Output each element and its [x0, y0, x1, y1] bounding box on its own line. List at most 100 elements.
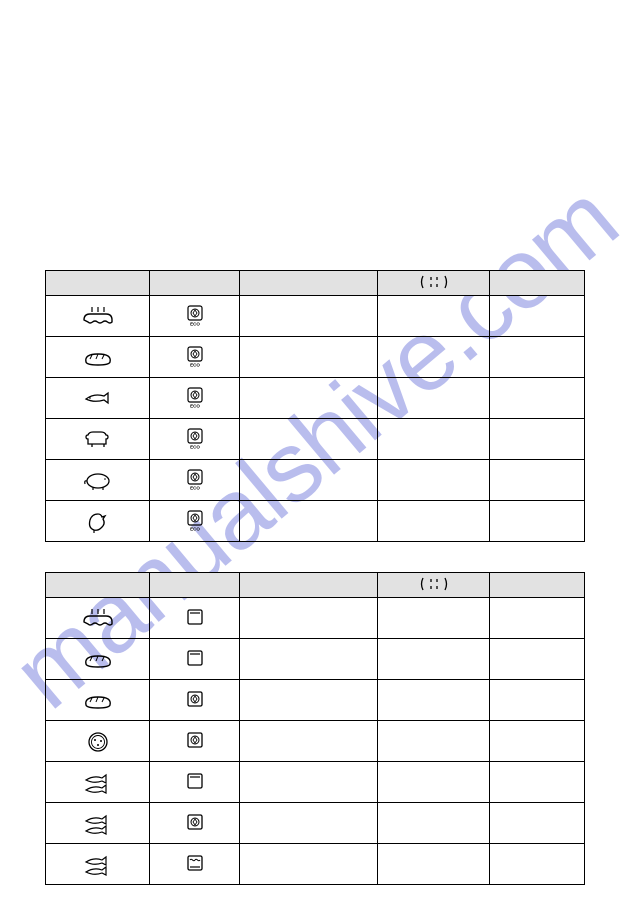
food-cell — [46, 803, 150, 844]
cake-icon — [80, 603, 116, 633]
food-cell — [46, 460, 150, 501]
function-cell — [150, 844, 240, 885]
header-col-5 — [490, 271, 585, 296]
pig-icon — [80, 465, 116, 495]
function-cell — [150, 721, 240, 762]
empty-cell — [490, 378, 585, 419]
empty-cell — [490, 460, 585, 501]
empty-cell — [240, 460, 378, 501]
food-cell — [46, 419, 150, 460]
empty-cell — [378, 803, 490, 844]
header-col-function — [150, 573, 240, 598]
empty-cell — [378, 501, 490, 542]
function-cell — [150, 680, 240, 721]
empty-cell — [378, 460, 490, 501]
empty-cell — [490, 844, 585, 885]
bread-icon — [80, 685, 116, 715]
function-cell — [150, 501, 240, 542]
eco-function-icon — [184, 386, 206, 410]
empty-cell — [240, 598, 378, 639]
empty-cell — [378, 844, 490, 885]
empty-cell — [240, 378, 378, 419]
table-row — [46, 680, 585, 721]
table-row — [46, 419, 585, 460]
empty-cell — [240, 296, 378, 337]
function-cell — [150, 419, 240, 460]
food-cell — [46, 762, 150, 803]
food-cell — [46, 337, 150, 378]
empty-cell — [490, 680, 585, 721]
table-row — [46, 296, 585, 337]
empty-cell — [378, 296, 490, 337]
empty-cell — [240, 639, 378, 680]
empty-cell — [240, 337, 378, 378]
empty-cell — [240, 762, 378, 803]
function-cell — [150, 639, 240, 680]
empty-cell — [490, 501, 585, 542]
function-cell — [150, 337, 240, 378]
bread-icon — [80, 342, 116, 372]
empty-cell — [240, 844, 378, 885]
empty-cell — [378, 419, 490, 460]
empty-cell — [378, 639, 490, 680]
function-cell — [150, 803, 240, 844]
page-content — [45, 270, 585, 915]
fish2-icon — [80, 767, 116, 797]
cake-icon — [80, 301, 116, 331]
function-cell — [150, 460, 240, 501]
food-cell — [46, 680, 150, 721]
header-col-time — [378, 271, 490, 296]
food-cell — [46, 639, 150, 680]
header-col-3 — [240, 573, 378, 598]
header-col-3 — [240, 271, 378, 296]
eco-function-icon — [184, 427, 206, 451]
eco-function-icon — [184, 304, 206, 328]
table-row — [46, 337, 585, 378]
fan-function-icon — [184, 729, 206, 753]
empty-cell — [240, 803, 378, 844]
empty-cell — [490, 419, 585, 460]
function-cell — [150, 598, 240, 639]
table-row — [46, 803, 585, 844]
conv-function-icon — [184, 647, 206, 671]
fish1-icon — [80, 383, 116, 413]
fish2-icon — [80, 849, 116, 879]
pizza-icon — [80, 726, 116, 756]
empty-cell — [240, 419, 378, 460]
table-row — [46, 721, 585, 762]
table-header-row — [46, 573, 585, 598]
table-header-row — [46, 271, 585, 296]
function-cell — [150, 378, 240, 419]
food-cell — [46, 501, 150, 542]
cooking-table-2 — [45, 572, 585, 885]
grill-function-icon — [184, 852, 206, 876]
eco-function-icon — [184, 468, 206, 492]
empty-cell — [490, 721, 585, 762]
empty-cell — [490, 639, 585, 680]
empty-cell — [490, 803, 585, 844]
empty-cell — [490, 296, 585, 337]
empty-cell — [490, 598, 585, 639]
table-row — [46, 501, 585, 542]
function-cell — [150, 296, 240, 337]
chicken-icon — [80, 506, 116, 536]
table-row — [46, 844, 585, 885]
empty-cell — [240, 680, 378, 721]
empty-cell — [378, 598, 490, 639]
empty-cell — [490, 337, 585, 378]
empty-cell — [378, 680, 490, 721]
eco-function-icon — [184, 345, 206, 369]
function-cell — [150, 762, 240, 803]
table-row — [46, 598, 585, 639]
header-col-food — [46, 271, 150, 296]
fish2-icon — [80, 808, 116, 838]
fan-function-icon — [184, 688, 206, 712]
empty-cell — [378, 378, 490, 419]
table-row — [46, 639, 585, 680]
empty-cell — [378, 721, 490, 762]
empty-cell — [378, 337, 490, 378]
header-col-function — [150, 271, 240, 296]
time-bracket-icon — [420, 575, 448, 593]
header-col-food — [46, 573, 150, 598]
empty-cell — [490, 762, 585, 803]
